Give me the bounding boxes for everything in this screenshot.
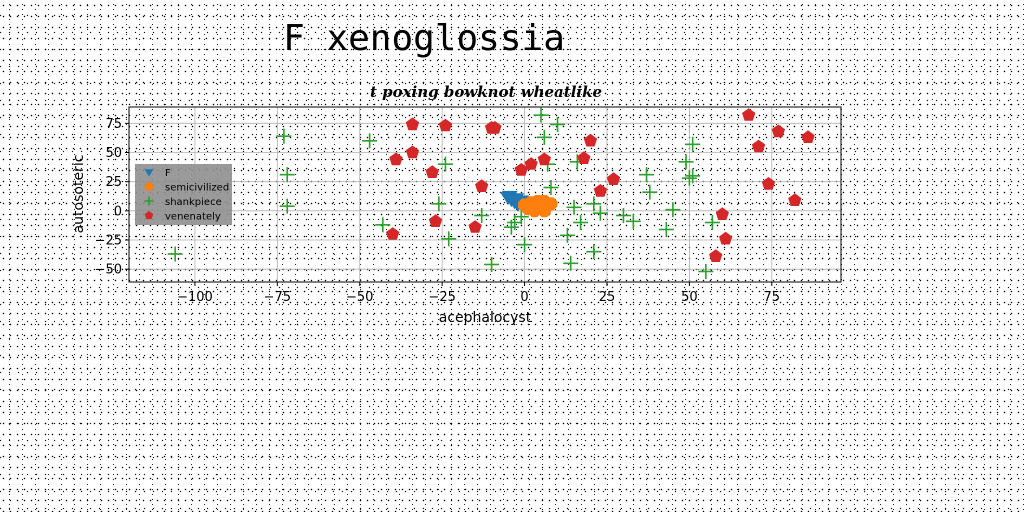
y-tick-label: 25 (105, 175, 122, 190)
point-semicivilized (531, 195, 545, 208)
point-shankpiece (586, 196, 602, 212)
point-venenately (438, 118, 453, 132)
legend-marker-f (144, 169, 154, 177)
axis-ticks: −100 −75 −50 −25 0 25 50 75 −50 −25 0 25 50 75 (95, 117, 780, 305)
point-shankpiece (167, 246, 183, 262)
point-venenately (428, 214, 443, 227)
y-tick-label: −50 (95, 263, 122, 278)
point-shankpiece (517, 237, 533, 253)
point-shankpiece (507, 215, 523, 230)
point-shankpiece (431, 196, 447, 212)
point-shankpiece (625, 213, 641, 229)
point-venenately (788, 193, 802, 206)
point-venenately (771, 124, 785, 138)
legend-label-venenately: venenately (165, 212, 221, 223)
point-venenately (606, 172, 621, 185)
point-venenately (583, 133, 598, 147)
point-shankpiece (586, 244, 602, 260)
x-axis-label: acephalocyst (439, 310, 532, 326)
point-shankpiece (658, 222, 674, 237)
legend-label-f: F (165, 168, 171, 179)
y-tick-label: 50 (105, 146, 122, 161)
point-shankpiece (678, 154, 694, 170)
point-venenately (405, 117, 420, 131)
x-tick-label: 0 (520, 290, 528, 305)
point-venenately (386, 227, 400, 240)
legend-label-shankpiece: shankpiece (165, 197, 222, 208)
data-points (167, 107, 815, 279)
point-venenately (389, 152, 403, 166)
point-shankpiece (665, 202, 681, 218)
point-venenately (719, 231, 733, 245)
point-venenately (425, 165, 439, 178)
point-venenately (524, 157, 538, 170)
point-shankpiece (533, 107, 549, 123)
x-tick-label: −50 (346, 290, 373, 305)
point-shankpiece (704, 215, 720, 230)
point-venenately (468, 220, 482, 233)
y-tick-label: −25 (95, 234, 122, 249)
point-shankpiece (437, 156, 453, 172)
point-shankpiece (513, 209, 529, 225)
point-shankpiece (550, 117, 566, 132)
legend-label-semicivilized: semicivilized (165, 183, 229, 194)
point-shankpiece (279, 198, 295, 214)
point-venenately (593, 184, 607, 197)
point-shankpiece (441, 231, 457, 247)
point-shankpiece (474, 208, 490, 223)
point-shankpiece (536, 129, 552, 145)
point-venenately (715, 207, 729, 220)
x-tick-label: −75 (264, 290, 291, 305)
point-shankpiece (279, 167, 295, 183)
point-shankpiece (573, 215, 589, 230)
point-venenately (405, 145, 420, 159)
y-tick-label: 75 (105, 117, 122, 132)
y-tick-label: 0 (114, 204, 122, 219)
point-shankpiece (639, 167, 655, 183)
point-shankpiece (685, 168, 701, 184)
point-venenately (801, 130, 815, 143)
point-shankpiece (276, 128, 292, 144)
point-f (508, 193, 525, 206)
point-venenately (475, 179, 489, 192)
x-tick-label: −100 (177, 290, 213, 305)
x-tick-label: 50 (681, 290, 698, 305)
point-venenately (577, 151, 591, 164)
point-shankpiece (681, 170, 697, 186)
point-venenately (709, 249, 723, 262)
point-shankpiece (642, 184, 658, 200)
y-axis-label: autosoteric (71, 155, 87, 234)
x-tick-label: 75 (764, 290, 781, 305)
point-shankpiece (543, 180, 559, 195)
chart-title: t poxing bowknot wheatlike (370, 83, 602, 101)
point-venenately (514, 163, 528, 176)
point-shankpiece (484, 257, 500, 272)
plot-frame (128, 106, 842, 283)
point-semicivilized (537, 204, 551, 218)
x-tick-label: 25 (599, 290, 616, 305)
point-shankpiece (698, 264, 714, 279)
point-shankpiece (362, 133, 378, 149)
x-tick-label: −25 (428, 290, 455, 305)
point-venenately (537, 152, 551, 166)
point-venenately (761, 177, 776, 190)
point-shankpiece (592, 205, 608, 221)
point-venenately (488, 121, 502, 134)
legend-marker-venenately (144, 211, 154, 220)
legend-marker-semicivilized (144, 182, 154, 191)
point-venenately (742, 108, 756, 121)
point-shankpiece (563, 255, 579, 271)
point-venenately (751, 139, 766, 153)
grid (129, 107, 841, 282)
point-shankpiece (615, 208, 631, 223)
point-shankpiece (685, 136, 701, 152)
point-shankpiece (566, 199, 582, 215)
point-shankpiece (375, 217, 391, 233)
legend-marker-shankpiece (144, 196, 154, 206)
figure-title: F xenoglossia (283, 18, 565, 59)
point-shankpiece (559, 227, 575, 243)
